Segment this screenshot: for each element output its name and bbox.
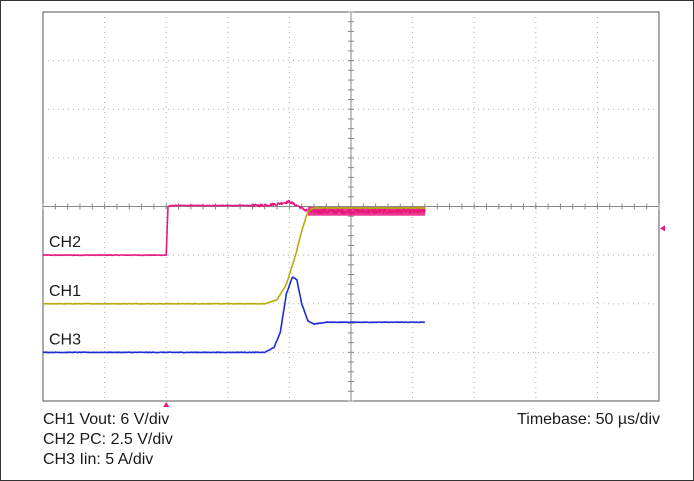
series-label-ch3: CH3 (49, 331, 81, 348)
ch1-scale-label: CH1 Vout: 6 V/div (43, 411, 170, 428)
trigger-position-marker (163, 402, 170, 407)
series-label-ch1: CH1 (49, 283, 81, 300)
ch3-scale-label: CH3 Iin: 5 A/div (43, 451, 154, 468)
series-label-ch2: CH2 (49, 234, 81, 251)
ch2-scale-label: CH2 PC: 2.5 V/div (43, 431, 173, 448)
timebase-label: Timebase: 50 µs/div (517, 411, 660, 428)
trigger-level-marker (660, 225, 665, 232)
trace-ch3 (42, 276, 426, 354)
trace-ch1 (42, 206, 426, 305)
trace-ch2-ripple-band (307, 206, 425, 216)
